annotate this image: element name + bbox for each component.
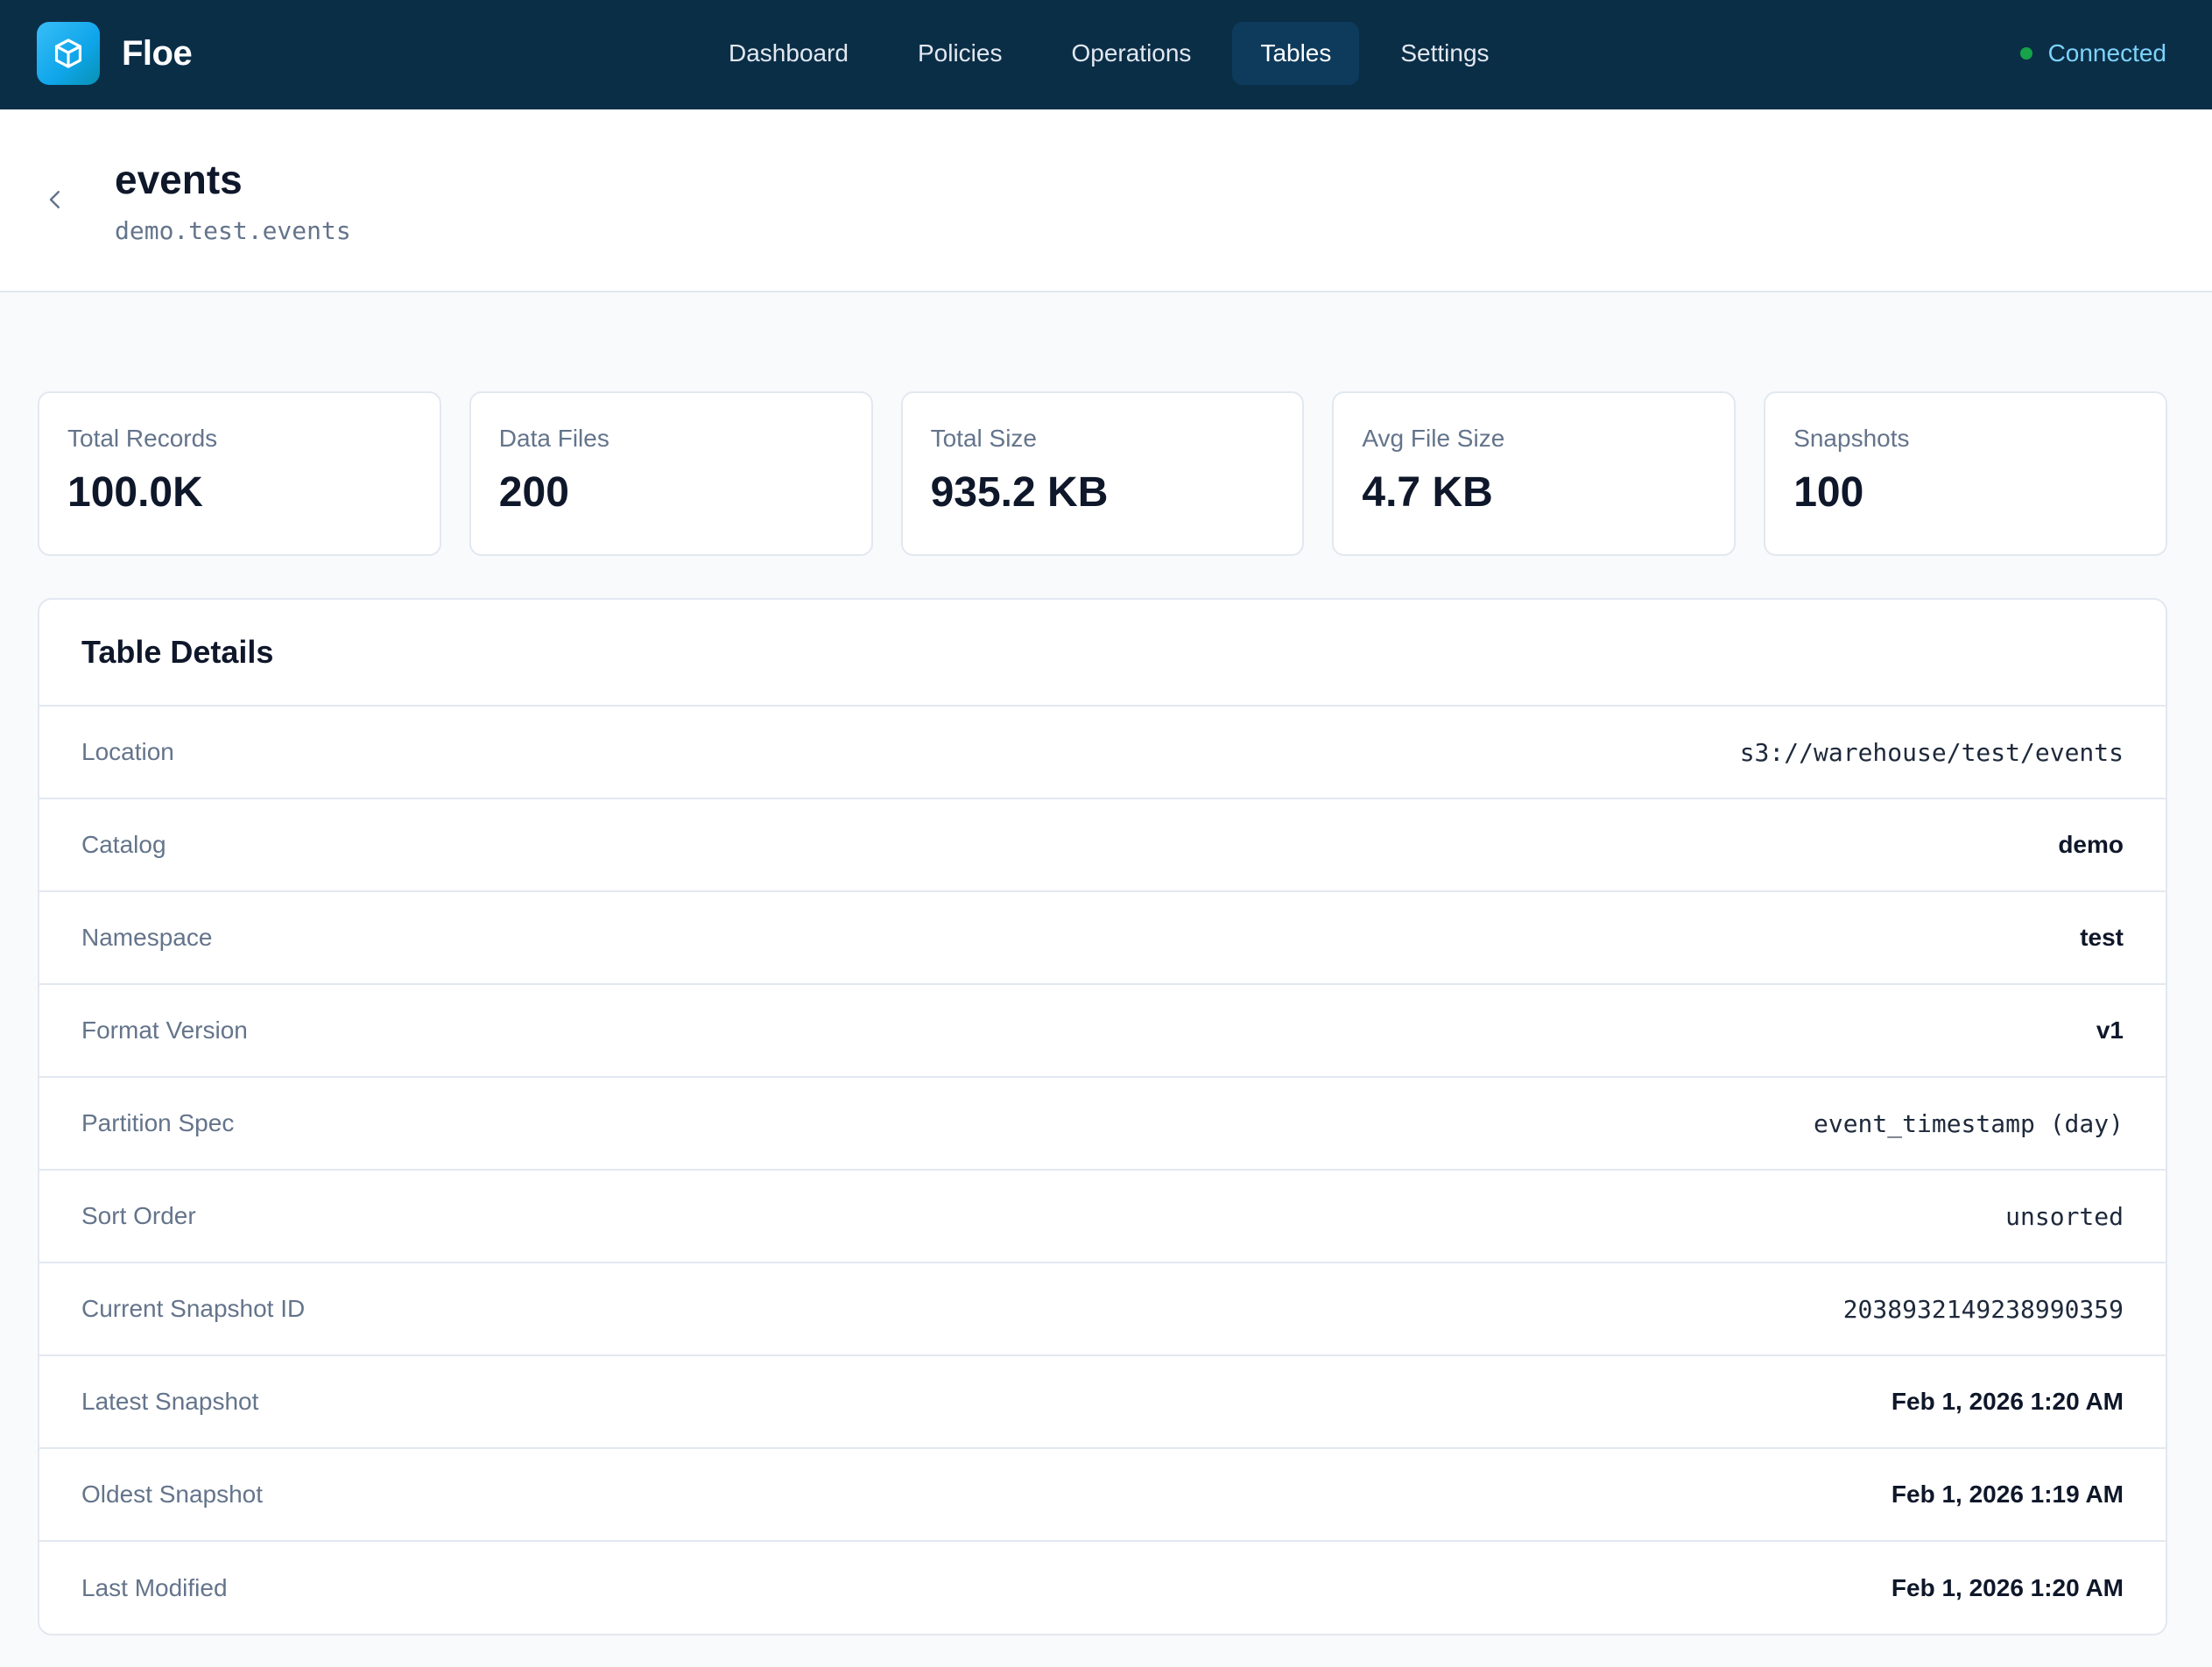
brand[interactable]: Floe [37, 22, 193, 85]
detail-row-current-snapshot-id: Current Snapshot ID 2038932149238990359 [39, 1263, 2166, 1356]
stat-label: Total Records [67, 425, 218, 452]
detail-value: Feb 1, 2026 1:20 AM [1891, 1388, 2124, 1415]
nav-item-policies[interactable]: Policies [917, 39, 1003, 67]
page-header: events demo.test.events [0, 109, 2212, 292]
back-button[interactable] [35, 179, 75, 220]
detail-label: Location [81, 738, 174, 765]
detail-value: v1 [2096, 1016, 2124, 1044]
detail-value: event_timestamp (day) [1813, 1108, 2124, 1138]
stat-value: 100 [1793, 469, 1864, 516]
stat-card-total-size: Total Size 935.2 KB [900, 391, 1305, 556]
table-details-panel: Table Details Location s3://warehouse/te… [38, 598, 2167, 1635]
detail-value: demo [2058, 831, 2124, 858]
connection-status: Connected [2019, 22, 2166, 85]
detail-value: test [2080, 924, 2124, 951]
top-nav: Floe Dashboard Policies Operations Table… [0, 0, 2212, 109]
status-label: Connected [2047, 39, 2166, 67]
stat-card-total-records: Total Records 100.0K [38, 391, 441, 556]
stat-label: Data Files [498, 425, 609, 452]
detail-label: Sort Order [81, 1202, 196, 1229]
detail-value: Feb 1, 2026 1:19 AM [1891, 1481, 2124, 1508]
table-details-title: Table Details [39, 600, 2166, 707]
stat-card-snapshots: Snapshots 100 [1764, 391, 2167, 556]
detail-label: Format Version [81, 1016, 248, 1044]
stat-value: 200 [498, 469, 569, 516]
page-title: events [115, 157, 243, 202]
stat-card-data-files: Data Files 200 [468, 391, 873, 556]
detail-value: s3://warehouse/test/events [1739, 737, 2124, 767]
detail-row-latest-snapshot: Latest Snapshot Feb 1, 2026 1:20 AM [39, 1356, 2166, 1449]
nav-item-dashboard[interactable]: Dashboard [729, 39, 849, 67]
detail-row-location: Location s3://warehouse/test/events [39, 707, 2166, 799]
detail-label: Catalog [81, 831, 166, 858]
detail-value: 2038932149238990359 [1842, 1294, 2124, 1324]
table-identifier: demo.test.events [115, 216, 351, 245]
status-dot-icon [2019, 47, 2032, 60]
stats-row: Total Records 100.0K Data Files 200 Tota… [38, 391, 2167, 556]
stat-card-avg-file-size: Avg File Size 4.7 KB [1332, 391, 1736, 556]
cube-icon [37, 22, 100, 85]
detail-row-partition-spec: Partition Spec event_timestamp (day) [39, 1078, 2166, 1171]
detail-label: Namespace [81, 924, 213, 951]
nav-item-operations[interactable]: Operations [1071, 39, 1192, 67]
detail-label: Latest Snapshot [81, 1388, 259, 1415]
detail-label: Oldest Snapshot [81, 1481, 264, 1508]
stat-value: 100.0K [67, 469, 203, 516]
detail-row-catalog: Catalog demo [39, 799, 2166, 892]
app-name: Floe [122, 33, 193, 73]
stat-label: Snapshots [1793, 425, 1910, 452]
detail-value: Feb 1, 2026 1:20 AM [1891, 1574, 2124, 1601]
detail-row-format-version: Format Version v1 [39, 985, 2166, 1078]
nav-item-settings[interactable]: Settings [1400, 39, 1490, 67]
detail-row-sort-order: Sort Order unsorted [39, 1171, 2166, 1263]
detail-label: Current Snapshot ID [81, 1295, 306, 1322]
detail-row-oldest-snapshot: Oldest Snapshot Feb 1, 2026 1:19 AM [39, 1449, 2166, 1542]
stat-label: Avg File Size [1362, 425, 1505, 452]
stat-value: 4.7 KB [1362, 469, 1493, 516]
detail-row-last-modified: Last Modified Feb 1, 2026 1:20 AM [39, 1542, 2166, 1634]
detail-label: Partition Spec [81, 1109, 235, 1136]
stat-value: 935.2 KB [930, 469, 1109, 516]
chevron-left-icon [49, 191, 60, 208]
detail-label: Last Modified [81, 1574, 228, 1601]
detail-value: unsorted [2005, 1201, 2124, 1231]
stat-label: Total Size [930, 425, 1037, 452]
detail-row-namespace: Namespace test [39, 892, 2166, 985]
nav-item-tables[interactable]: Tables [1232, 22, 1360, 85]
main-nav: Dashboard Policies Operations Tables Set… [701, 22, 1518, 85]
